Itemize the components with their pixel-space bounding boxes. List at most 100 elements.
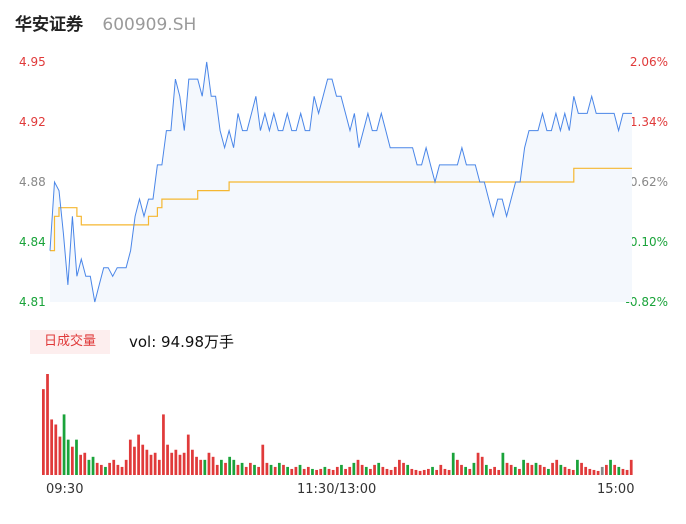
volume-bar: [464, 466, 468, 475]
y-axis-left-ticks: 4.95 4.92 4.88 4.84 4.81: [19, 55, 46, 309]
volume-bar: [128, 439, 132, 475]
volume-bar: [369, 468, 372, 475]
average-price-line: [50, 167, 632, 252]
volume-bar: [257, 466, 261, 475]
volume-bar: [513, 466, 517, 475]
y-right-tick-label: 1.34%: [630, 115, 668, 129]
volume-bar: [153, 452, 157, 475]
volume-bar: [563, 466, 567, 475]
volume-bar: [253, 464, 256, 475]
volume-badge: 日成交量: [30, 330, 110, 354]
volume-bar: [224, 462, 227, 475]
x-tick-midday: 11:30/13:00: [297, 482, 377, 497]
volume-bar: [439, 464, 443, 475]
volume-bar: [54, 424, 58, 475]
y-left-tick-label: 4.81: [19, 295, 46, 309]
volume-bar: [265, 462, 269, 475]
volume-bar: [364, 466, 368, 475]
stock-code: 600909.SH: [102, 15, 197, 35]
volume-bar: [112, 459, 116, 475]
volume-bar: [592, 469, 596, 475]
volume-bar: [50, 419, 54, 475]
volume-bar: [145, 449, 149, 475]
volume-bar: [493, 466, 496, 475]
volume-bar: [319, 468, 323, 475]
stock-title: 华安证券 600909.SH: [15, 14, 196, 36]
volume-bar: [542, 466, 546, 475]
y-right-tick-label: -0.10%: [626, 235, 668, 249]
volume-bar: [335, 466, 339, 475]
volume-bar: [629, 459, 633, 475]
volume-bar: [480, 456, 484, 475]
volume-bar: [385, 468, 389, 475]
volume-bar: [484, 464, 488, 475]
volume-bar: [580, 462, 583, 475]
volume-bar: [232, 459, 236, 475]
volume-bar: [489, 468, 492, 475]
volume-bar: [195, 456, 198, 475]
volume-value: vol: 94.98万手: [129, 333, 234, 351]
volume-bar: [422, 469, 426, 475]
volume-bar: [509, 464, 513, 475]
volume-bar: [182, 452, 186, 475]
volume-bar: [273, 466, 277, 475]
volume-bar: [455, 459, 459, 475]
volume-bar: [207, 452, 211, 475]
volume-bar: [220, 459, 223, 475]
volume-bar: [596, 470, 600, 475]
volume-bar: [621, 468, 625, 475]
volume-bar: [451, 452, 455, 475]
volume-bar: [306, 466, 310, 475]
volume-bar: [497, 469, 501, 475]
volume-bar: [87, 459, 91, 475]
volume-bar: [427, 468, 430, 475]
volume-bar: [186, 434, 190, 475]
volume-bar: [567, 468, 571, 475]
volume-bar: [373, 464, 376, 475]
volume-bar: [66, 439, 70, 475]
volume-bar: [625, 469, 629, 475]
volume-bar: [58, 436, 62, 475]
volume-bar: [443, 468, 447, 475]
volume-bar: [108, 462, 111, 475]
volume-bar: [70, 446, 74, 475]
volume-bar: [559, 464, 563, 475]
volume-bar: [600, 466, 604, 475]
volume-bar: [431, 466, 434, 475]
price-line: [49, 61, 632, 303]
volume-bar: [393, 466, 397, 475]
volume-bar: [83, 452, 87, 475]
volume-bar: [398, 459, 401, 475]
volume-bar: [203, 459, 207, 475]
volume-bar: [95, 462, 99, 475]
volume-bar: [501, 452, 505, 475]
volume-bar: [215, 464, 219, 475]
y-right-tick-label: 2.06%: [630, 55, 668, 69]
volume-bar: [298, 464, 302, 475]
volume-bar: [584, 466, 588, 475]
volume-bar: [609, 459, 612, 475]
y-axis-right-ticks: 2.06% 1.34% 0.62% -0.10% -0.82%: [626, 55, 668, 309]
volume-bar: [344, 468, 347, 475]
volume-bars: [42, 374, 633, 475]
volume-bar: [277, 462, 281, 475]
volume-bar: [294, 466, 298, 475]
volume-bar: [414, 469, 418, 475]
volume-bar: [269, 464, 273, 475]
volume-bar: [377, 462, 381, 475]
volume-bar: [166, 444, 169, 475]
volume-bar: [348, 466, 352, 475]
volume-bar: [124, 459, 128, 475]
volume-bar: [522, 459, 525, 475]
volume-bar: [62, 414, 66, 475]
volume-bar: [588, 468, 592, 475]
volume-bar: [534, 462, 538, 475]
y-left-tick-label: 4.88: [19, 175, 46, 189]
y-left-tick-label: 4.84: [19, 235, 46, 249]
y-right-tick-label: -0.82%: [626, 295, 668, 309]
volume-bar: [311, 468, 314, 475]
volume-bar: [526, 462, 530, 475]
volume-bar: [352, 462, 356, 475]
volume-bar: [141, 444, 145, 475]
volume-bar: [327, 468, 331, 475]
